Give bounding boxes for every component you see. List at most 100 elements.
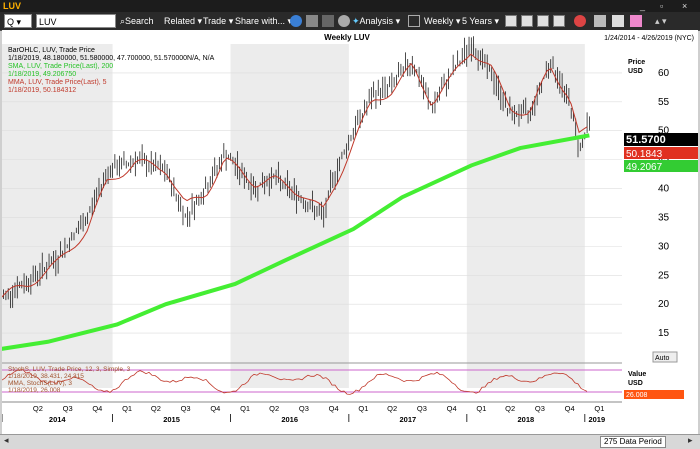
sma-price-tag-bg [624, 160, 698, 172]
quarter-tick-label: Q4 [210, 404, 220, 413]
range-label: 5 Years [462, 16, 493, 26]
search-button[interactable]: ⌕Search [120, 14, 154, 28]
analysis-label: Analysis [359, 16, 394, 26]
price-tick-label: 30 [658, 241, 670, 252]
price-tick-label: 50 [658, 126, 670, 137]
year-band-2016 [230, 44, 349, 388]
quarter-tick-label: Q3 [535, 404, 545, 413]
sma-200-line [0, 133, 590, 352]
price-legend-line: SMA, LUV, Trade Price(Last), 200 [8, 63, 113, 70]
quarter-tick-label: Q1 [240, 404, 250, 413]
price-tick-label: 15 [658, 328, 670, 339]
price-tick-label: 60 [658, 68, 670, 79]
year-band-2014 [2, 44, 113, 388]
quarter-tick-label: Q1 [476, 404, 486, 413]
chart-svg[interactable]: Weekly LUV 1/24/2014 - 4/26/2019 (NYC) B… [0, 30, 698, 434]
last-price-tag: 51.5700 [626, 134, 666, 146]
year-tick-label: 2014 [49, 415, 67, 424]
quarter-tick-label: Q2 [387, 404, 397, 413]
interval-select[interactable]: Weekly ▾ [424, 16, 461, 26]
chart-style-line-icon[interactable] [505, 15, 517, 27]
stoch-legend-line: 1/18/2019, 38.431, 24.315 [8, 373, 84, 380]
stoch-axis-label-2: USD [628, 380, 643, 387]
security-type-select[interactable]: Q ▾ [4, 14, 32, 28]
chart-style-bar-icon[interactable] [521, 15, 533, 27]
close-icon[interactable]: × [682, 1, 688, 11]
chart-style-candle-icon[interactable] [537, 15, 549, 27]
quarter-tick-label: Q3 [181, 404, 191, 413]
stoch-legend: StochS, LUV, Trade Price, 12, 3, Simple,… [8, 366, 131, 394]
year-tick-label: 2016 [281, 415, 298, 424]
price-axis-label-1: Price [628, 59, 645, 66]
toolbar: Q ▾ LUV ⌕Search Related ▾ Trade ▾ Share … [0, 12, 700, 31]
window-title-bar: LUV _ ▫ × [0, 0, 700, 12]
price-legend-line: 1/18/2019, 48.180000, 51.580000, 47.7000… [8, 55, 215, 62]
options-icon[interactable] [630, 15, 642, 27]
analysis-icon: ✦ [352, 16, 360, 26]
quarter-tick-label: Q1 [358, 404, 368, 413]
price-axis-label-2: USD [628, 68, 643, 75]
save-icon[interactable] [322, 15, 334, 27]
quarter-tick-label: Q2 [269, 404, 279, 413]
related-menu[interactable]: Related ▾ [164, 16, 203, 26]
share-menu[interactable]: Share with... ▾ [235, 16, 293, 26]
maximize-icon[interactable]: ▫ [660, 1, 664, 11]
mma-5-line [0, 53, 588, 300]
price-tick-label: 55 [658, 97, 670, 108]
chart-style-area-icon[interactable] [553, 15, 565, 27]
analysis-menu[interactable]: ✦Analysis ▾ [352, 16, 401, 26]
price-tick-label: 20 [658, 299, 670, 310]
quarter-tick-label: Q4 [565, 404, 575, 413]
draw-tools-icon[interactable] [408, 15, 420, 27]
range-select[interactable]: 5 Years ▾ [462, 16, 500, 26]
trade-label: Trade [203, 16, 227, 26]
minimize-icon[interactable]: _ [640, 1, 646, 11]
price-legend-line: BarOHLC, LUV, Trade Price [8, 47, 95, 54]
stoch-legend-line: MMA, StochS(LUV), 3 [8, 380, 72, 387]
quarter-tick-label: Q1 [122, 404, 132, 413]
auto-scale-label: Auto [655, 355, 670, 362]
price-legend-line: 1/18/2019, 49.206750 [8, 71, 76, 78]
stoch-value-tag-bg [624, 390, 684, 399]
price-tick-label: 40 [658, 184, 670, 195]
print-icon[interactable] [594, 15, 606, 27]
quarter-tick-label: Q3 [299, 404, 309, 413]
year-tick-label: 2015 [163, 415, 180, 424]
year-tick-label: 2019 [588, 415, 605, 424]
symbol-input[interactable]: LUV [36, 14, 116, 28]
last-price-tag-bg [624, 133, 698, 146]
chart-area[interactable]: Weekly LUV 1/24/2014 - 4/26/2019 (NYC) B… [0, 30, 698, 434]
quarter-tick-label: Q2 [505, 404, 515, 413]
quarter-tick-label: Q4 [447, 404, 457, 413]
quarter-tick-label: Q3 [63, 404, 73, 413]
time-axis: Q2 Q3 Q4 Q1 Q2 Q3 Q4 Q1 Q2 Q3 Q4 Q1 Q2 Q3 Q4 Q1 Q2 Q3 Q4 Q1… [1, 404, 605, 424]
auto-scale-button[interactable] [652, 351, 678, 363]
quarter-tick-label: Q3 [417, 404, 427, 413]
folder-icon[interactable] [306, 15, 318, 27]
search-icon: ⌕ [120, 16, 126, 26]
price-legend-line: 1/18/2019, 50.184312 [8, 87, 76, 94]
chart-year-bands [2, 44, 585, 388]
toolbar-extra-arrows[interactable]: ▴ ▾ [655, 16, 667, 26]
related-label: Related [164, 16, 196, 26]
alert-icon[interactable] [574, 15, 586, 27]
trade-menu[interactable]: Trade ▾ [203, 16, 234, 26]
scroll-left-icon[interactable]: ◂ [4, 435, 9, 445]
window-title: LUV [3, 1, 21, 11]
settings-icon[interactable] [338, 15, 350, 27]
search-label: Search [125, 16, 154, 26]
year-tick-label: 2017 [400, 415, 417, 424]
quarter-tick-label: Q4 [92, 404, 102, 413]
quarter-tick-label: Q2 [151, 404, 161, 413]
scroll-right-icon[interactable]: ▸ [688, 435, 693, 445]
refresh-icon[interactable] [290, 15, 302, 27]
quarter-tick-label: Q2 [33, 404, 43, 413]
quarter-tick-label: Q4 [329, 404, 339, 413]
interval-label: Weekly [424, 16, 454, 26]
lock-icon[interactable] [612, 15, 624, 27]
security-type-value: Q [7, 17, 15, 27]
price-tick-label: 35 [658, 212, 670, 223]
stoch-value-tag: 26.008 [626, 392, 648, 399]
price-tick-label: 25 [658, 270, 670, 281]
